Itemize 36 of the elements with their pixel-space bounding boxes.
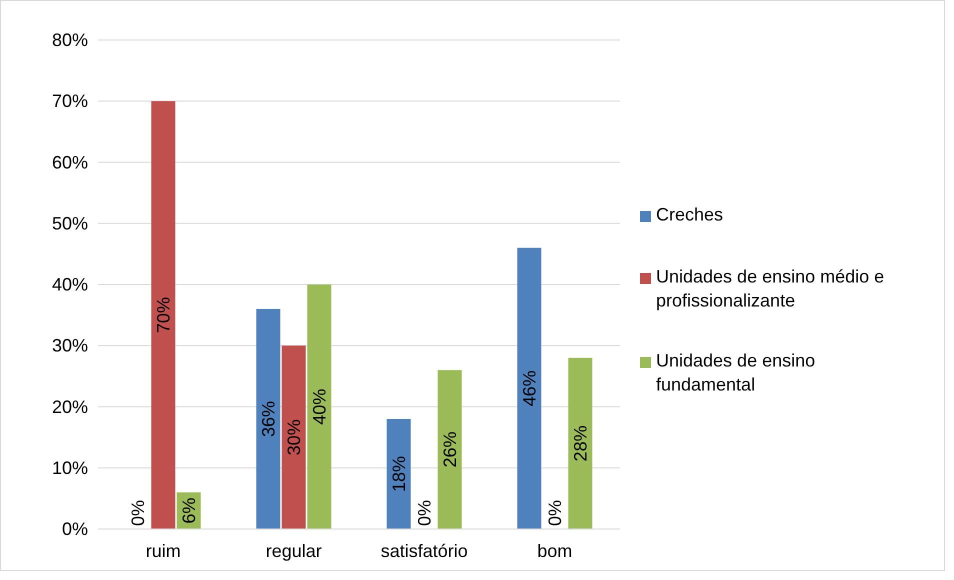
legend-label: Creches (656, 204, 724, 224)
y-tick-label: 80% (52, 30, 88, 50)
bar (307, 284, 332, 529)
text: 36% (258, 400, 278, 437)
text: 18% (388, 456, 409, 492)
y-tick-label: 70% (52, 91, 88, 112)
y-tick-label: 50% (52, 213, 88, 234)
legend-label: Unidades de ensino médio e profissionalizante (656, 266, 884, 310)
bar (256, 308, 280, 529)
y-tick-label: 40% (52, 274, 88, 294)
text: 40% (309, 388, 330, 425)
bar (282, 346, 306, 529)
y-tick-label: 20% (52, 396, 88, 417)
text: 0% (128, 500, 148, 526)
x-tick-label: bom (537, 541, 572, 561)
bar (517, 248, 542, 529)
bar (438, 370, 462, 529)
bar (568, 358, 592, 529)
x-tick-label: ruim (146, 541, 181, 561)
text: 46% (519, 370, 540, 406)
text: 30% (284, 419, 304, 456)
text: 6% (178, 498, 199, 524)
bar (151, 101, 176, 529)
y-tick-label: 10% (52, 458, 88, 478)
text: 70% (153, 297, 174, 334)
bar (386, 418, 411, 529)
legend-label: Unidades de ensino fundamental (656, 350, 816, 394)
text: 0% (544, 500, 565, 526)
x-tick-label: regular (266, 541, 322, 561)
x-tick-label: satisfatório (380, 541, 468, 561)
text: 26% (440, 432, 460, 468)
y-tick-label: 60% (52, 152, 88, 172)
y-tick-label: 0% (62, 519, 88, 539)
text: 28% (570, 425, 590, 462)
text: 0% (414, 500, 434, 526)
y-tick-label: 30% (52, 336, 88, 356)
